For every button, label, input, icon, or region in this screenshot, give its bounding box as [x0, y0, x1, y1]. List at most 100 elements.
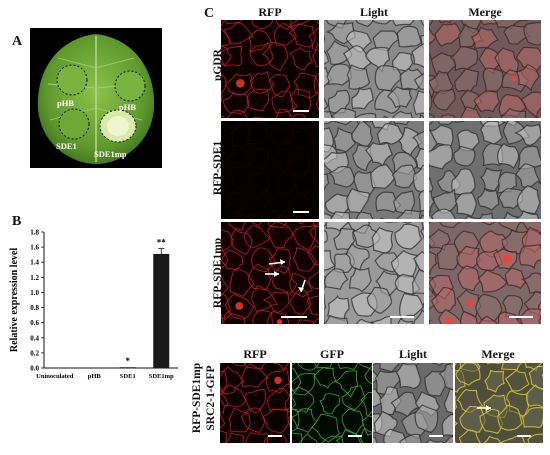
panel-c-col-light: Light — [359, 5, 388, 19]
cell-outline — [527, 433, 543, 443]
cell-outline — [289, 272, 313, 298]
cell-outline — [457, 265, 481, 292]
cell-outline — [324, 222, 329, 228]
cell-outline — [309, 222, 319, 244]
cell-outline — [221, 229, 234, 252]
panel-d-col-light: Light — [398, 347, 427, 361]
panel-d-row-label-2: SRC2-1-GFP — [205, 365, 217, 431]
cell-outline — [288, 289, 312, 315]
y-tick-label: 0.0 — [30, 365, 39, 373]
cell-outline — [513, 123, 541, 146]
cell-outline — [444, 387, 453, 414]
cell-outline — [394, 222, 412, 224]
cell-outline — [314, 363, 333, 368]
cell-outline — [429, 177, 434, 195]
cell-outline — [313, 72, 319, 94]
cell-outline — [289, 437, 290, 443]
cell-outline — [477, 187, 500, 211]
y-tick-label: 0.8 — [30, 304, 39, 312]
cell-outline — [420, 227, 424, 249]
cell-outline — [226, 110, 248, 118]
cell-outline — [337, 363, 359, 371]
cell-outline — [229, 267, 255, 297]
cell-outline — [320, 435, 344, 443]
cell-outline — [431, 363, 444, 366]
cell-outline — [220, 366, 245, 395]
cell-outline — [240, 407, 266, 434]
cell-outline — [261, 41, 288, 71]
cell-outline — [249, 42, 274, 67]
micrograph-sde1mp-light — [324, 222, 424, 324]
cell-outline — [262, 408, 289, 434]
cell-outline — [470, 26, 499, 50]
cell-outline — [241, 363, 269, 388]
cell-outline — [221, 28, 231, 46]
cell-outline — [221, 92, 223, 103]
cell-outline — [298, 433, 318, 443]
scale-bar — [517, 435, 531, 437]
cell-outline — [453, 145, 476, 167]
cell-outline — [267, 309, 290, 324]
cell-outline — [223, 312, 246, 324]
micrograph-sde1mp-rfp — [221, 222, 319, 324]
cell-outline — [324, 268, 349, 290]
fluorescent-spot — [511, 75, 517, 82]
cell-outline — [497, 222, 523, 234]
scale-bar — [281, 316, 307, 318]
micrograph-sde1-merge — [429, 121, 541, 219]
cell-outline — [289, 46, 314, 71]
cell-outline — [514, 163, 541, 188]
cell-outline — [297, 363, 320, 371]
cell-outline — [315, 92, 319, 112]
scale-bar — [509, 316, 533, 318]
y-tick-label: 1.8 — [30, 229, 39, 237]
cell-outline — [528, 365, 543, 390]
cell-outline — [429, 90, 433, 112]
cell-outline — [399, 292, 424, 320]
cell-outline — [243, 225, 271, 248]
fluorescent-spot — [236, 78, 245, 88]
cell-outline — [313, 367, 337, 389]
cell-outline — [424, 438, 445, 443]
cell-outline — [430, 286, 456, 314]
cell-outline — [275, 108, 293, 118]
y-tick-label: 1.2 — [30, 274, 39, 282]
cell-outline — [274, 173, 296, 194]
cell-outline — [454, 192, 477, 218]
cell-outline — [271, 90, 298, 114]
cell-outline — [516, 209, 540, 219]
cell-outline — [292, 386, 315, 414]
cell-outline — [267, 194, 291, 218]
cell-outline — [477, 269, 508, 293]
expression-bar-chart: 0.0 0.2 0.4 0.6 0.8 1.0 1.2 1.4 1.6 1.8 Relative e… — [9, 229, 178, 380]
cell-outline — [459, 311, 479, 324]
cell-outline — [265, 367, 290, 394]
cell-outline — [312, 151, 319, 168]
cell-outline — [515, 64, 540, 92]
cell-outline — [293, 121, 314, 130]
scale-bar — [293, 211, 309, 213]
cell-outline — [414, 148, 424, 170]
scale-bar — [293, 110, 309, 112]
cell-outline — [478, 315, 498, 324]
cell-outline — [429, 144, 453, 170]
cell-outline — [221, 20, 226, 26]
cell-outline — [308, 271, 319, 290]
cell-outline — [521, 407, 543, 428]
cell-outline — [395, 209, 422, 219]
micrograph-coloc-merge — [455, 363, 543, 443]
y-axis-label: Relative expression level — [9, 248, 20, 352]
cell-outline — [455, 414, 458, 426]
cell-outline — [436, 243, 461, 271]
cell-outline — [486, 363, 502, 365]
cell-outline — [221, 150, 231, 170]
cell-outline — [292, 367, 302, 392]
cell-outline — [325, 39, 353, 65]
micrograph-pgdr-light — [324, 20, 424, 118]
fluorescent-spot — [503, 254, 512, 264]
x-tick-label: SDE1 — [120, 373, 136, 380]
cell-outline — [399, 433, 422, 443]
cell-outline — [230, 123, 251, 149]
cell-outline — [373, 436, 378, 443]
x-tick-label: SDE1mp — [149, 373, 174, 380]
